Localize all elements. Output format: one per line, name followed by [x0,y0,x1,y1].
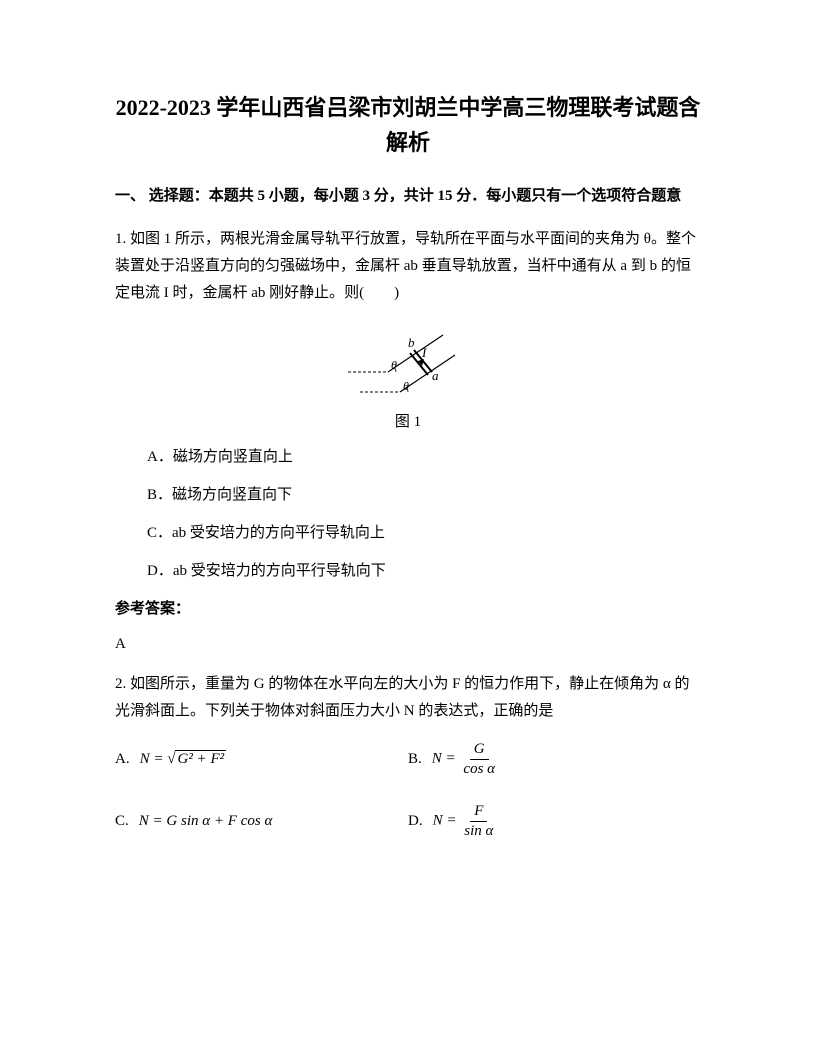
q2-option-b-label: B. [408,751,422,768]
q2-formula-b-den: cos α [459,760,499,778]
label-I: I [421,345,427,360]
q2-options-container: A. N = √G² + F² B. N = G cos α C. N = G … [115,741,701,865]
q2-option-c: C. N = G sin α + F cos α [115,803,408,839]
figure-1-container: b I a θ θ [115,317,701,402]
figure-1-caption: 图 1 [115,410,701,431]
q2-formula-d-den: sin α [460,822,497,840]
q2-option-b: B. N = G cos α [408,741,701,777]
q1-option-a: A．磁场方向竖直向上 [147,445,701,469]
q1-option-b: B．磁场方向竖直向下 [147,483,701,507]
label-b: b [408,335,415,350]
question-2-stem: 2. 如图所示，重量为 G 的物体在水平向左的大小为 F 的恒力作用下，静止在倾… [115,671,701,725]
q2-formula-d: N = F sin α [433,803,498,839]
q2-formula-b: N = G cos α [432,741,499,777]
q2-option-d-label: D. [408,813,423,830]
q2-option-c-label: C. [115,813,129,830]
answer-label: 参考答案： [115,597,701,618]
q2-option-a-label: A. [115,751,130,768]
label-theta1: θ [391,358,397,372]
page-title: 2022-2023 学年山西省吕梁市刘胡兰中学高三物理联考试题含解析 [115,90,701,160]
inclined-rails-diagram: b I a θ θ [338,317,478,397]
q2-option-d: D. N = F sin α [408,803,701,839]
label-a: a [432,368,439,383]
section-header: 一、 选择题：本题共 5 小题，每小题 3 分，共计 15 分．每小题只有一个选… [115,184,701,208]
q2-formula-d-num: F [470,803,487,822]
q2-option-a: A. N = √G² + F² [115,741,408,777]
q1-answer: A [115,636,701,653]
q2-formula-c: N = G sin α + F cos α [139,813,273,830]
q2-formula-a: N = √G² + F² [140,751,227,768]
q2-formula-b-num: G [470,741,489,760]
question-1-stem: 1. 如图 1 所示，两根光滑金属导轨平行放置，导轨所在平面与水平面间的夹角为 … [115,226,701,307]
q1-option-d: D．ab 受安培力的方向平行导轨向下 [147,559,701,583]
q1-option-c: C．ab 受安培力的方向平行导轨向上 [147,521,701,545]
